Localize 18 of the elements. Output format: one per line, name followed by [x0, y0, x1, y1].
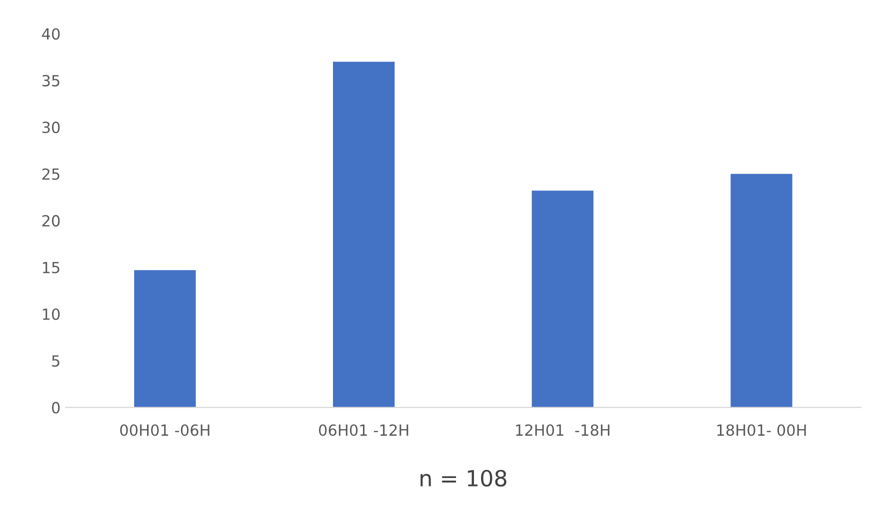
y-tick-label: 40 [42, 28, 60, 40]
x-tick-label: 06H01 -12H [318, 424, 408, 436]
y-tick-label: 5 [52, 355, 60, 367]
y-tick-label: 20 [42, 215, 60, 227]
y-tick-label: 10 [42, 308, 60, 320]
y-tick-label: 30 [42, 122, 60, 134]
x-axis-title: n = 108 [420, 470, 506, 487]
bar [332, 62, 395, 408]
x-tick-label: 12H01 -18H [516, 424, 610, 436]
y-tick-label: 15 [42, 262, 60, 274]
bar [134, 270, 196, 408]
y-tick-label: 25 [42, 168, 60, 180]
bar [730, 174, 792, 408]
y-tick-label: 35 [42, 74, 60, 86]
bar [532, 190, 594, 408]
x-tick-label: 18H01- 00H [717, 424, 806, 436]
x-tick-label: 00H01 -06H [120, 424, 210, 436]
y-tick-label: 0 [52, 402, 60, 414]
